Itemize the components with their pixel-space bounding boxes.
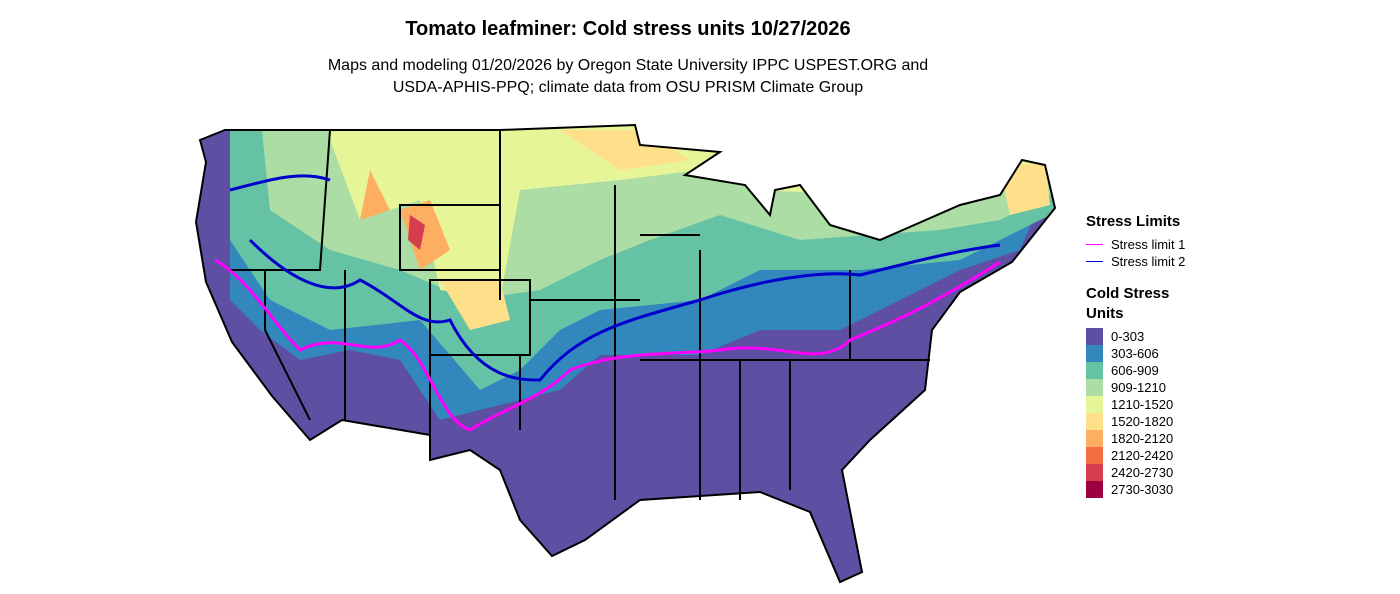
- legend-label: 0-303: [1111, 329, 1145, 344]
- legend-item: 1210-1520: [1086, 396, 1216, 413]
- legend-item: 606-909: [1086, 362, 1216, 379]
- legend-title: Stress Limits: [1086, 213, 1181, 230]
- subtitle: Maps and modeling 01/20/2026 by Oregon S…: [0, 55, 1256, 99]
- legend-swatch: [1086, 481, 1103, 498]
- legend-label: 1210-1520: [1111, 397, 1174, 412]
- legend-item: 2120-2420: [1086, 447, 1216, 464]
- legend-swatch: [1086, 430, 1103, 447]
- legend-label: Stress limit 2: [1111, 254, 1186, 269]
- map-fill: [196, 125, 1055, 582]
- legend-label: 1520-1820: [1111, 414, 1174, 429]
- legend-swatch: [1086, 261, 1103, 262]
- legend-item: 2420-2730: [1086, 464, 1216, 481]
- legend-item: 1820-2120: [1086, 430, 1216, 447]
- subtitle-line: USDA-APHIS-PPQ; climate data from OSU PR…: [392, 79, 864, 96]
- legend-item: 909-1210: [1086, 379, 1216, 396]
- legend-swatch: [1086, 244, 1103, 245]
- legend-item: 1520-1820: [1086, 413, 1216, 430]
- map: [194, 123, 1057, 584]
- legend-swatch: [1086, 447, 1103, 464]
- legend-item: Stress limit 2: [1086, 253, 1216, 270]
- legend-label: 1820-2120: [1111, 431, 1174, 446]
- legend-label: Stress limit 1: [1111, 237, 1186, 252]
- legend-swatch: [1086, 362, 1103, 379]
- spacer: [1086, 270, 1216, 284]
- legend-swatch: [1086, 379, 1103, 396]
- legend-item: 2730-3030: [1086, 481, 1216, 498]
- legend-label: 909-1210: [1111, 380, 1166, 395]
- legend-label: 2420-2730: [1111, 465, 1174, 480]
- legend-swatch: [1086, 396, 1103, 413]
- legend-item: Stress limit 1: [1086, 236, 1216, 253]
- legend-label: 2120-2420: [1111, 448, 1174, 463]
- legend-label: 303-606: [1111, 346, 1159, 361]
- legend-item: 303-606: [1086, 345, 1216, 362]
- legend: Stress Limits Stress limit 1 Stress limit …: [1086, 212, 1216, 498]
- legend-swatch: [1086, 345, 1103, 362]
- legend-swatch: [1086, 328, 1103, 345]
- legend-label: 606-909: [1111, 363, 1159, 378]
- legend-item: 0-303: [1086, 328, 1216, 345]
- title: Tomato leafminer: Cold stress units 10/2…: [405, 18, 851, 40]
- subtitle-line: Maps and modeling 01/20/2026 by Oregon S…: [327, 57, 929, 74]
- legend-swatch: [1086, 464, 1103, 481]
- legend-title: Cold Stress Units: [1086, 285, 1170, 322]
- legend-swatch: [1086, 413, 1103, 430]
- legend-label: 2730-3030: [1111, 482, 1174, 497]
